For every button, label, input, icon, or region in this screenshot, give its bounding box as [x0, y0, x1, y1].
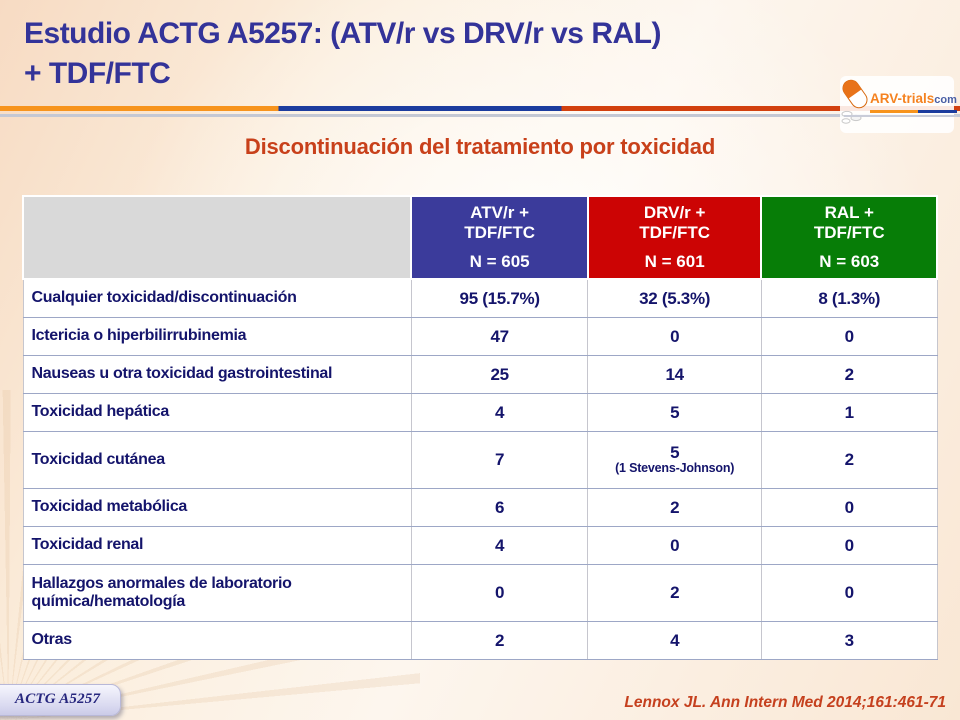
- study-badge: ACTG A5257: [0, 684, 122, 716]
- cell-atv: 6: [410, 488, 589, 527]
- cell-atv: 95 (15.7%): [410, 278, 589, 318]
- header-drv: DRV/r + TDF/FTC N = 601: [586, 195, 763, 280]
- cell-value: 5: [670, 442, 680, 462]
- cell-atv: 7: [410, 431, 589, 489]
- table-row: Nauseas u otra toxicidad gastrointestina…: [22, 355, 938, 394]
- table-row: Toxicidad cutánea 7 5 (1 Stevens-Johnson…: [22, 431, 938, 489]
- header-drv-line2: TDF/FTC: [639, 223, 711, 243]
- cell-drv: 0: [587, 317, 762, 356]
- cell-atv: 25: [410, 355, 589, 394]
- cell-ral: 2: [760, 431, 938, 489]
- cell-drv: 0: [587, 526, 762, 565]
- pill-capsule-icon: [840, 78, 870, 129]
- cell-drv: 5: [587, 393, 762, 432]
- gray-divider: [0, 114, 960, 117]
- table-row: Cualquier toxicidad/discontinuación 95 (…: [22, 278, 938, 318]
- arv-trials-logo: ARV-trialscom: [840, 76, 957, 133]
- logo-brand: ARV-trials: [870, 91, 935, 106]
- cell-drv: 2: [587, 488, 762, 527]
- row-label: Toxicidad hepática: [22, 393, 412, 432]
- header-atv-n: N = 605: [469, 251, 530, 271]
- table-row: Toxicidad renal 4 0 0: [22, 526, 938, 565]
- row-label: Toxicidad renal: [22, 526, 412, 565]
- cell-atv: 2: [410, 621, 589, 660]
- table-header-row: ATV/r + TDF/FTC N = 605 DRV/r + TDF/FTC …: [21, 195, 938, 280]
- cell-ral: 0: [760, 317, 938, 356]
- cell-ral: 3: [760, 621, 938, 660]
- cell-atv: 0: [410, 564, 589, 622]
- header-ral-n: N = 603: [819, 251, 880, 271]
- row-label: Nauseas u otra toxicidad gastrointestina…: [22, 355, 412, 394]
- toxicity-table: ATV/r + TDF/FTC N = 605 DRV/r + TDF/FTC …: [21, 195, 938, 660]
- logo-underline-gray: [844, 115, 957, 117]
- row-label: Toxicidad metabólica: [22, 488, 412, 527]
- cell-atv: 47: [410, 317, 589, 356]
- row-label: Otras: [22, 621, 412, 660]
- logo-text: ARV-trialscom: [844, 90, 957, 117]
- slide-subtitle: Discontinuación del tratamiento por toxi…: [244, 134, 716, 159]
- citation-reference: Lennox JL. Ann Intern Med 2014;161:461-7…: [624, 694, 946, 711]
- header-atv-line1: ATV/r +: [470, 203, 529, 223]
- header-drv-n: N = 601: [644, 251, 705, 271]
- header-ral-line2: TDF/FTC: [813, 223, 885, 243]
- toxicity-table-wrap: ATV/r + TDF/FTC N = 605 DRV/r + TDF/FTC …: [21, 195, 938, 660]
- row-label: Hallazgos anormales de laboratorio quími…: [22, 564, 412, 622]
- cell-ral: 1: [760, 393, 938, 432]
- table-row: Toxicidad metabólica 6 2 0: [22, 488, 938, 527]
- tricolor-divider: [0, 106, 960, 111]
- cell-ral: 8 (1.3%): [760, 278, 938, 318]
- slide-title: Estudio ACTG A5257: (ATV/r vs DRV/r vs R…: [24, 14, 844, 94]
- cell-drv: 4: [587, 621, 762, 660]
- header-ral: RAL + TDF/FTC N = 603: [760, 195, 938, 280]
- title-line-1: Estudio ACTG A5257: (ATV/r vs DRV/r vs R…: [24, 17, 661, 50]
- header-atv-line2: TDF/FTC: [464, 223, 536, 243]
- cell-ral: 2: [760, 355, 938, 394]
- table-row: Ictericia o hiperbilirrubinemia 47 0 0: [22, 317, 938, 356]
- cell-note: (1 Stevens-Johnson): [615, 461, 735, 476]
- cell-atv: 4: [410, 393, 589, 432]
- logo-underline: [870, 110, 957, 113]
- cell-ral: 0: [760, 564, 938, 622]
- row-label: Ictericia o hiperbilirrubinemia: [22, 317, 412, 356]
- header-atv: ATV/r + TDF/FTC N = 605: [410, 195, 589, 280]
- row-label: Cualquier toxicidad/discontinuación: [22, 278, 412, 318]
- table-row: Otras 2 4 3: [22, 621, 938, 660]
- cell-ral: 0: [760, 488, 938, 527]
- cell-drv: 2: [587, 564, 762, 622]
- cell-drv: 32 (5.3%): [587, 278, 762, 318]
- header-ral-line1: RAL +: [824, 203, 874, 223]
- title-line-2: + TDF/FTC: [24, 56, 171, 90]
- header-corner-cell: [21, 195, 413, 280]
- row-label: Toxicidad cutánea: [22, 431, 412, 489]
- table-row: Toxicidad hepática 4 5 1: [22, 393, 938, 432]
- cell-atv: 4: [410, 526, 589, 565]
- cell-ral: 0: [760, 526, 938, 565]
- logo-suffix: com: [934, 94, 957, 106]
- header-drv-line1: DRV/r +: [643, 203, 706, 223]
- cell-drv: 14: [587, 355, 762, 394]
- table-row: Hallazgos anormales de laboratorio quími…: [22, 564, 938, 622]
- cell-drv: 5 (1 Stevens-Johnson): [587, 431, 762, 489]
